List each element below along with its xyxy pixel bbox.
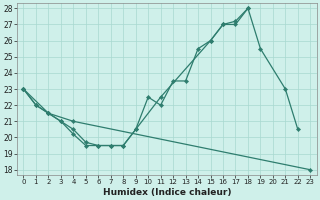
X-axis label: Humidex (Indice chaleur): Humidex (Indice chaleur) bbox=[103, 188, 231, 197]
